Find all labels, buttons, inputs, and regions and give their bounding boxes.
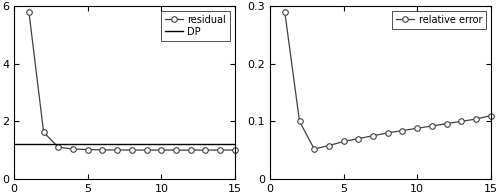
relative error — [340, 140, 346, 143]
relative error — [370, 135, 376, 137]
residual — [70, 148, 76, 150]
relative error — [400, 129, 406, 132]
residual — [173, 149, 179, 151]
relative error — [429, 125, 435, 127]
relative error — [385, 132, 391, 134]
relative error — [414, 127, 420, 129]
residual — [158, 149, 164, 151]
residual — [232, 149, 238, 151]
Line: residual: residual — [26, 9, 238, 153]
DP — [11, 143, 17, 145]
Line: relative error: relative error — [282, 9, 494, 152]
relative error — [458, 120, 464, 122]
relative error — [356, 137, 362, 140]
residual — [100, 149, 105, 151]
relative error — [326, 144, 332, 147]
residual — [114, 149, 120, 151]
residual — [202, 149, 208, 151]
relative error — [282, 11, 288, 13]
residual — [144, 149, 150, 151]
residual — [40, 131, 46, 133]
residual — [85, 148, 91, 151]
residual — [129, 149, 135, 151]
relative error — [473, 118, 479, 120]
DP — [26, 143, 32, 145]
relative error — [488, 114, 494, 117]
residual — [188, 149, 194, 151]
Legend: relative error: relative error — [392, 11, 486, 29]
relative error — [444, 122, 450, 125]
relative error — [296, 120, 302, 122]
residual — [56, 146, 62, 148]
residual — [217, 149, 223, 151]
residual — [26, 11, 32, 13]
Legend: residual, DP: residual, DP — [161, 11, 230, 41]
relative error — [311, 148, 317, 150]
